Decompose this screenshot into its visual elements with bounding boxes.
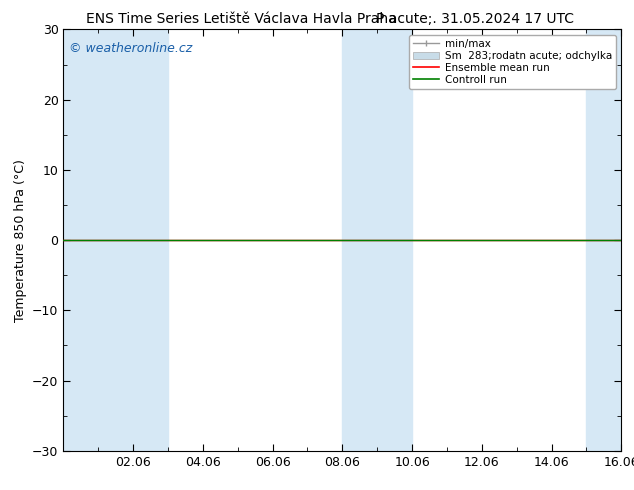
Y-axis label: Temperature 850 hPa (°C): Temperature 850 hPa (°C) [13,159,27,321]
Text: P acute;. 31.05.2024 17 UTC: P acute;. 31.05.2024 17 UTC [377,12,574,26]
Legend: min/max, Sm  283;rodatn acute; odchylka, Ensemble mean run, Controll run: min/max, Sm 283;rodatn acute; odchylka, … [410,35,616,89]
Bar [377,29,412,451]
Text: © weatheronline.cz: © weatheronline.cz [69,42,192,55]
Bar [342,29,377,451]
Bar [586,29,621,451]
Bar [133,29,168,451]
Text: ENS Time Series Letiště Václava Havla Praha: ENS Time Series Letiště Václava Havla Pr… [86,12,396,26]
Bar [63,29,133,451]
